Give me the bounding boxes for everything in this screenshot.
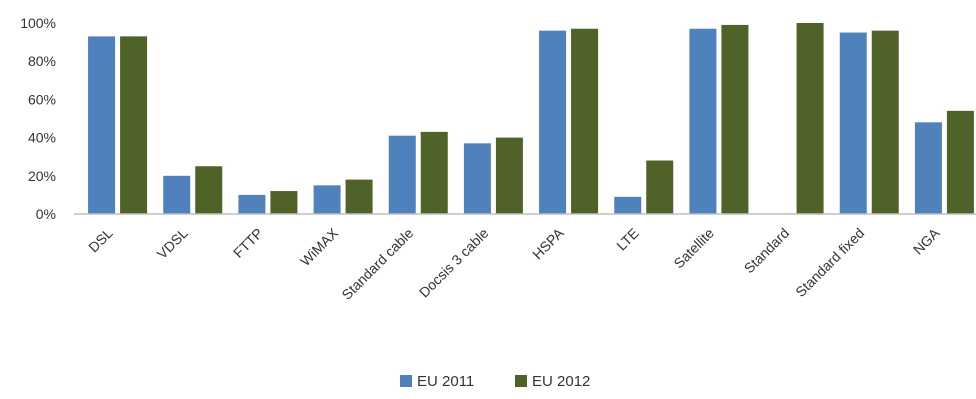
legend-label: EU 2011: [417, 373, 474, 390]
y-tick-label: 80%: [28, 53, 56, 69]
bar-eu-2011-wimax: [313, 185, 341, 214]
bar-eu-2012-standard: [796, 23, 824, 214]
legend: EU 2011 EU 2012: [400, 373, 590, 390]
x-tick-label: HSPA: [529, 224, 567, 262]
bar-eu-2011-docsis-3-cable: [463, 143, 491, 214]
x-tick-label: Docsis 3 cable: [416, 225, 492, 301]
x-tick-label: Satellite: [671, 225, 718, 272]
bar-eu-2011-hspa: [539, 30, 567, 214]
bar-eu-2012-hspa: [571, 28, 599, 215]
bar-eu-2012-docsis-3-cable: [495, 137, 523, 214]
x-tick-label: DSL: [85, 225, 116, 256]
y-tick-label: 100%: [20, 15, 56, 31]
x-tick-label: VDSL: [154, 225, 191, 262]
bar-eu-2011-vdsl: [163, 175, 191, 214]
bar-eu-2012-satellite: [721, 24, 749, 214]
y-tick-label: 20%: [28, 168, 56, 184]
legend-swatch: [515, 375, 527, 387]
bars: [88, 23, 974, 215]
x-tick-label: WiMAX: [297, 224, 342, 269]
bar-eu-2012-nga: [946, 110, 974, 214]
x-tick-label: Standard: [741, 225, 792, 276]
x-tick-label: Standard fixed: [792, 225, 867, 300]
bar-eu-2012-wimax: [345, 179, 373, 214]
y-tick-label: 0%: [36, 206, 56, 222]
bar-eu-2012-standard-cable: [420, 131, 448, 214]
x-tick-label: NGA: [910, 224, 943, 257]
bar-eu-2011-nga: [914, 122, 942, 214]
bar-eu-2011-standard-fixed: [839, 32, 867, 214]
bar-eu-2011-satellite: [689, 28, 717, 215]
bar-eu-2011-fttp: [238, 194, 266, 214]
y-tick-label: 60%: [28, 91, 56, 107]
bar-eu-2012-lte: [646, 160, 674, 214]
bar-eu-2012-vdsl: [195, 166, 223, 214]
bar-eu-2011-lte: [614, 196, 642, 214]
legend-swatch: [400, 375, 412, 387]
x-tick-label: LTE: [613, 225, 642, 254]
y-axis: 0% 20% 40% 60% 80% 100%: [20, 15, 56, 222]
bar-eu-2011-standard-cable: [388, 135, 416, 214]
bar-eu-2011-dsl: [88, 36, 116, 215]
bar-eu-2012-dsl: [120, 36, 148, 215]
x-tick-label: FTTP: [230, 225, 266, 261]
y-tick-label: 40%: [28, 130, 56, 146]
bar-eu-2012-standard-fixed: [871, 30, 899, 214]
legend-label: EU 2012: [532, 373, 590, 390]
bar-eu-2012-fttp: [270, 191, 298, 214]
x-tick-label: Standard cable: [338, 225, 416, 303]
